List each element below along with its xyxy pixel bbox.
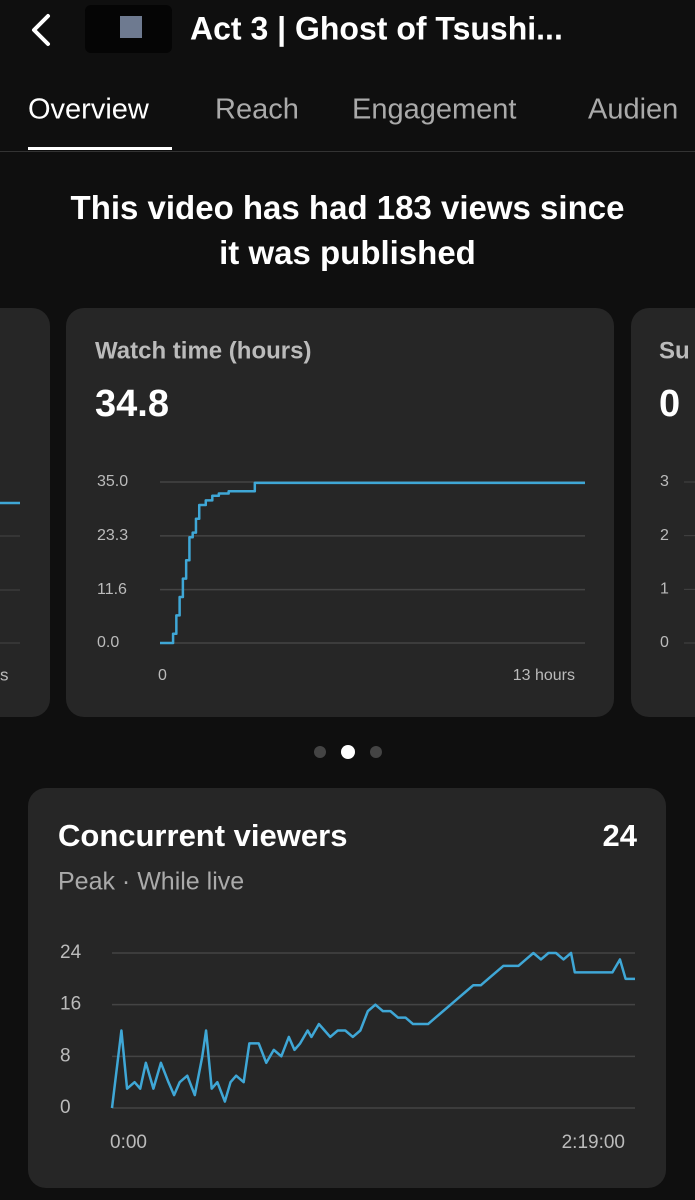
x-tick-label: 13 hours	[513, 667, 575, 684]
y-tick-label: 0.0	[97, 634, 119, 651]
x-tick-label: 0	[158, 667, 167, 684]
tab[interactable]: Audien	[588, 94, 678, 126]
tab-indicator	[28, 147, 172, 150]
page-dot-active[interactable]	[341, 745, 355, 759]
right-axis: 0 1 2 3	[660, 473, 695, 651]
card	[66, 308, 614, 717]
back-button[interactable]	[32, 14, 50, 46]
tab[interactable]: Reach	[215, 94, 299, 126]
y-tick-label: 24	[60, 942, 82, 963]
x-tick-label: 2:19:00	[562, 1132, 625, 1153]
left-card	[0, 308, 50, 717]
right-card-title: Su	[659, 337, 690, 364]
card-subtitle: Peak · While live	[58, 868, 244, 896]
card-title: Watch time (hours)	[95, 337, 311, 364]
y-tick-label: 11.6	[97, 581, 127, 598]
card-title: Concurrent viewers	[58, 818, 347, 853]
card-value: 34.8	[95, 383, 169, 425]
y-tick-label: 0	[660, 634, 669, 651]
y-tick-label: 35.0	[97, 473, 128, 490]
summary: This video has had 183 views since it wa…	[70, 189, 625, 271]
right-card	[631, 308, 695, 717]
y-tick-label: 2	[660, 527, 669, 544]
tabs: Overview Reach Engagement Audien	[28, 94, 678, 126]
y-tick-label: 23.3	[97, 527, 128, 544]
x-tick-label: 0:00	[110, 1132, 147, 1153]
data-line	[160, 481, 585, 645]
thumbnail-image	[120, 16, 142, 38]
tab-separator	[0, 151, 695, 152]
plots: 0.0 11.6 23.3 35.0 0 13 hours 0 8 16 24 0:00 2:19:0…	[60, 473, 635, 1153]
data-line	[110, 951, 635, 1109]
left-x-label: s	[0, 665, 9, 684]
y-tick-label: 1	[660, 581, 669, 598]
y-tick-label: 3	[660, 473, 669, 490]
right-card-value: 0	[659, 383, 680, 425]
y-tick-label: 0	[60, 1097, 71, 1118]
tab[interactable]: Engagement	[352, 94, 516, 126]
page-dot[interactable]	[370, 746, 382, 758]
video-title: Act 3 | Ghost of Tsushi...	[190, 10, 563, 46]
summary-box: This video has had 183 views since it wa…	[70, 189, 625, 271]
tab[interactable]: Overview	[28, 94, 150, 126]
card-value: 24	[603, 818, 638, 853]
page-dot[interactable]	[314, 746, 326, 758]
y-tick-label: 16	[60, 994, 81, 1015]
card	[28, 788, 666, 1188]
y-tick-label: 8	[60, 1045, 71, 1066]
